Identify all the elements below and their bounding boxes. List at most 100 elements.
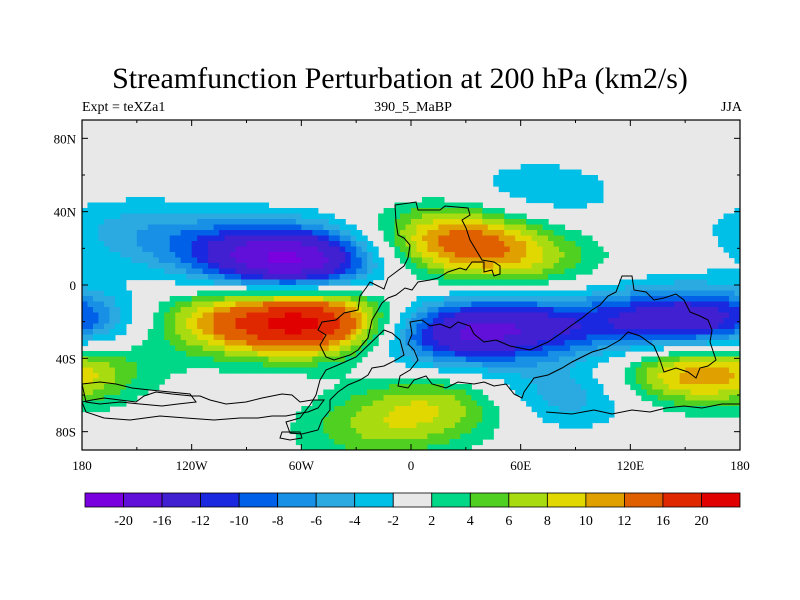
contour-cell — [389, 395, 396, 402]
contour-cell — [608, 307, 615, 314]
contour-cell — [246, 224, 253, 231]
contour-cell — [564, 268, 571, 275]
contour-cell — [471, 241, 478, 248]
contour-cell — [570, 411, 577, 418]
contour-cell — [564, 246, 571, 253]
contour-cell — [131, 351, 138, 358]
contour-cell — [685, 307, 692, 314]
contour-cell — [312, 422, 319, 429]
contour-cell — [531, 307, 538, 314]
contour-cell — [493, 235, 500, 242]
contour-cell — [191, 252, 198, 259]
contour-cell — [586, 241, 593, 248]
contour-cell — [707, 301, 714, 308]
contour-cell — [690, 323, 697, 330]
contour-cell — [520, 384, 527, 391]
contour-cell — [339, 230, 346, 237]
contour-cell — [262, 285, 270, 292]
contour-cell — [125, 301, 132, 308]
contour-cell — [696, 362, 703, 369]
contour-cell — [219, 296, 226, 303]
contour-cell — [520, 230, 527, 237]
contour-cell — [120, 235, 127, 242]
contour-cell — [197, 323, 204, 330]
contour-cell — [729, 274, 736, 281]
contour-cell — [718, 329, 725, 336]
contour-cell — [542, 197, 549, 204]
contour-cell — [213, 252, 220, 259]
contour-cell — [114, 318, 121, 325]
contour-cell — [361, 307, 368, 314]
contour-cell — [586, 180, 593, 187]
contour-cell — [273, 318, 280, 325]
contour-cell — [449, 224, 456, 231]
contour-cell — [668, 301, 675, 308]
contour-cell — [509, 351, 516, 358]
contour-cell — [432, 268, 440, 275]
contour-cell — [597, 252, 604, 259]
contour-cell — [432, 345, 440, 352]
contour-cell — [586, 307, 593, 314]
contour-cell — [597, 389, 604, 396]
contour-cell — [718, 395, 725, 402]
contour-cell — [537, 367, 544, 374]
contour-cell — [312, 257, 319, 264]
contour-cell — [339, 307, 346, 314]
contour-cell — [230, 362, 237, 369]
contour-cell — [580, 263, 588, 270]
contour-cell — [87, 252, 94, 259]
contour-cell — [559, 241, 566, 248]
contour-cell — [548, 395, 555, 402]
contour-cell — [301, 334, 308, 341]
contour-cell — [120, 241, 127, 248]
contour-cell — [663, 340, 670, 347]
contour-cell — [142, 340, 149, 347]
contour-cell — [350, 439, 357, 446]
contour-cell — [367, 257, 374, 264]
contour-cell — [400, 224, 407, 231]
contour-cell — [520, 186, 527, 193]
contour-cell — [559, 384, 566, 391]
contour-cell — [559, 290, 566, 297]
contour-cell — [493, 318, 500, 325]
contour-cell — [575, 235, 582, 242]
contour-cell — [449, 257, 456, 264]
contour-cell — [657, 389, 664, 396]
contour-cell — [548, 400, 555, 407]
contour-cell — [323, 389, 330, 396]
contour-cell — [416, 411, 423, 418]
contour-cell — [509, 268, 516, 275]
contour-cell — [405, 334, 412, 341]
contour-cell — [723, 329, 730, 336]
contour-cell — [723, 411, 730, 418]
contour-cell — [580, 373, 588, 380]
contour-cell — [411, 345, 418, 352]
contour-cell — [400, 340, 407, 347]
contour-cell — [125, 224, 132, 231]
contour-cell — [564, 252, 571, 259]
contour-cell — [520, 169, 527, 176]
contour-cell — [87, 246, 94, 253]
contour-cell — [498, 246, 505, 253]
contour-cell — [411, 433, 418, 440]
contour-cell — [542, 318, 549, 325]
contour-cell — [394, 340, 401, 347]
contour-cell — [82, 235, 89, 242]
contour-cell — [586, 252, 593, 259]
contour-cell — [295, 285, 302, 292]
contour-cell — [520, 329, 527, 336]
contour-cell — [235, 246, 242, 253]
contour-cell — [465, 340, 472, 347]
contour-cell — [213, 202, 220, 209]
contour-cell — [427, 422, 434, 429]
contour-cell — [219, 208, 226, 215]
contour-cell — [142, 373, 149, 380]
colorbar-swatch — [469, 492, 510, 508]
contour-cell — [164, 208, 171, 215]
contour-cell — [416, 362, 423, 369]
contour-cell — [136, 252, 143, 259]
contour-cell — [696, 329, 703, 336]
contour-cell — [389, 230, 396, 237]
contour-cell — [504, 323, 511, 330]
contour-cell — [197, 312, 204, 319]
